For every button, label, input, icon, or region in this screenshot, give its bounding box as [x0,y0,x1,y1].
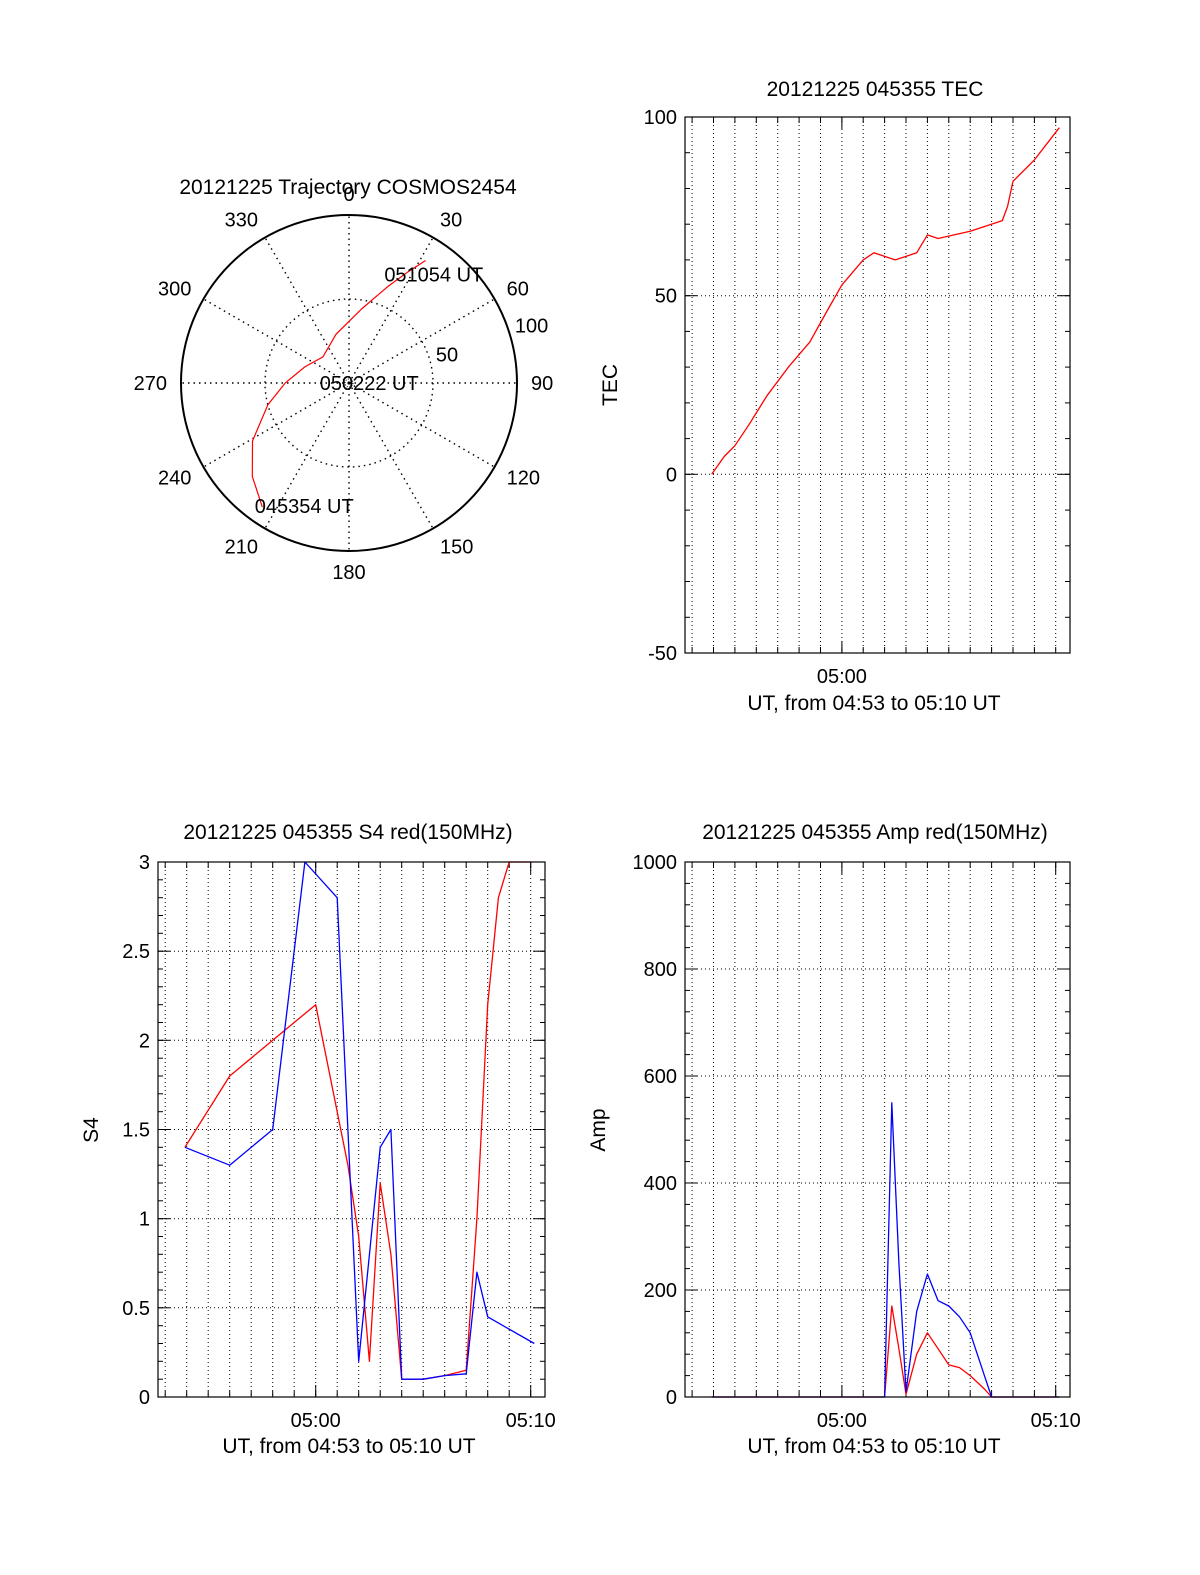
polar-spoke [348,237,434,384]
y-tick-label: 800 [644,959,677,981]
s4-xlabel: UT, from 04:53 to 05:10 UT [222,1435,475,1458]
polar-azimuth-label: 210 [225,537,258,559]
polar-azimuth-label: 0 [343,184,354,206]
x-tick-label: 05:00 [817,1410,867,1432]
tec-xlabel: UT, from 04:53 to 05:10 UT [747,692,1000,715]
time-annotation: 050222 UT [320,373,419,395]
polar-azimuth-labels: 0 30 60 90 120 150 180 210 240 270 300 330 [134,184,554,584]
polar-spoke [203,298,350,384]
amp-xlabel: UT, from 04:53 to 05:10 UT [747,1435,1000,1458]
series-line [184,861,531,1380]
amp-ylabel: Amp [587,1108,610,1151]
y-tick-label: 1.5 [122,1120,150,1142]
y-tick-label: 200 [644,1280,677,1302]
polar-series [251,259,426,508]
polar-center-mark [344,378,354,388]
y-tick-label: 0 [666,464,677,486]
polar-spoke [264,382,350,529]
s4-panel: 20121225 045355 S4 red(150MHz) S4 UT, fr… [80,821,556,1458]
plot-frame [157,861,546,1398]
polar-radial-label: 100 [515,316,548,338]
polar-radial-label: 50 [436,344,458,366]
polar-spoke [203,382,350,468]
polar-azimuth-label: 270 [134,373,167,395]
polar-radial-labels: 50 100 [436,316,548,367]
polar-grid [180,214,518,552]
polar-outer-circle [180,214,518,552]
series-line [711,1305,1060,1398]
polar-annotations: 051054 UT 050222 UT 045354 UT [255,264,484,518]
y-tick-label: 100 [644,107,677,129]
polar-spoke [348,382,495,468]
polar-azimuth-label: 180 [332,562,365,584]
polar-title: 20121225 Trajectory COSMOS2454 [179,176,517,199]
y-tick-label: 0 [666,1387,677,1409]
polar-azimuth-label: 90 [531,373,553,395]
polar-azimuth-label: 330 [225,209,258,231]
y-tick-label: 400 [644,1173,677,1195]
y-tick-label: 600 [644,1066,677,1088]
time-annotation: 045354 UT [255,496,354,518]
polar-panel: 20121225 Trajectory COSMOS2454 0 30 60 90 12… [134,176,554,584]
s4-ylabel: S4 [80,1117,103,1143]
y-tick-label: 0 [139,1387,150,1409]
amp-title: 20121225 045355 Amp red(150MHz) [702,821,1048,844]
series-line [711,1102,1060,1398]
polar-azimuth-label: 60 [507,279,529,301]
tec-ylabel: TEC [599,364,622,406]
polar-azimuth-label: 150 [440,537,473,559]
y-tick-label: 2.5 [122,941,150,963]
polar-spoke [348,382,434,529]
y-tick-label: 1000 [633,852,678,874]
polar-azimuth-label: 30 [440,209,462,231]
trajectory-line [251,259,426,508]
y-tick-label: 1 [139,1209,150,1231]
s4-plot: 0 0.5 1 1.5 2 2.5 3 05:00 05:10 [122,852,556,1432]
y-tick-label: 50 [655,286,677,308]
polar-spoke [348,298,495,384]
x-tick-label: 05:10 [1031,1410,1081,1432]
polar-azimuth-label: 120 [507,468,540,490]
y-tick-label: -50 [648,643,677,665]
y-tick-label: 2 [139,1030,150,1052]
amp-panel: 20121225 045355 Amp red(150MHz) Amp UT, … [587,821,1081,1458]
x-tick-label: 05:00 [817,666,867,688]
x-tick-label: 05:10 [506,1410,556,1432]
amp-plot: 0 200 400 600 800 1000 05:00 05:10 [633,852,1081,1432]
polar-azimuth-label: 240 [158,468,191,490]
polar-azimuth-label: 300 [158,279,191,301]
plot-frame [684,861,1071,1398]
plot-frame [684,116,1071,654]
s4-title: 20121225 045355 S4 red(150MHz) [183,821,512,844]
x-tick-label: 05:00 [291,1410,341,1432]
series-line [711,127,1060,475]
tec-title: 20121225 045355 TEC [767,78,984,101]
polar-spoke [264,237,350,384]
y-tick-label: 0.5 [122,1298,150,1320]
tec-panel: 20121225 045355 TEC TEC UT, from 04:53 t… [599,78,1071,715]
series-line [184,861,535,1380]
tec-plot: -50 0 50 100 05:00 [644,107,1071,688]
y-tick-label: 3 [139,852,150,874]
time-annotation: 051054 UT [384,264,483,286]
